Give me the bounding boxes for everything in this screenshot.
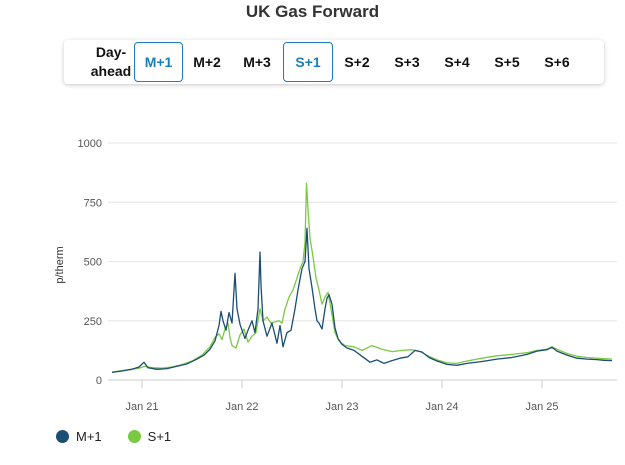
y-tick-label: 0 <box>96 375 102 387</box>
contract-toolbar: Day- ahead M+1 M+2 M+3 S+1 S+2 S+3 S+4 S… <box>64 40 604 84</box>
legend-label-s1: S+1 <box>147 429 172 444</box>
x-axis: Jan 21 Jan 22 Jan 23 Jan 24 Jan 25 <box>108 379 617 413</box>
chart-title: UK Gas Forward <box>245 2 380 21</box>
tab-day-ahead[interactable]: Day- ahead <box>90 44 132 79</box>
tab-m2[interactable]: M+2 <box>193 53 221 70</box>
series-line-s1[interactable] <box>111 182 613 373</box>
legend-label-m1: M+1 <box>76 429 102 444</box>
x-tick-label: Jan 22 <box>225 401 258 413</box>
m1-swatch-icon <box>56 430 69 443</box>
series-line-m1[interactable] <box>111 227 613 374</box>
x-tick-label: Jan 21 <box>125 401 158 413</box>
y-tick-label: 250 <box>84 316 102 328</box>
y-tick-label: 750 <box>84 197 102 209</box>
x-tick-label: Jan 25 <box>525 401 558 413</box>
tab-s1[interactable]: S+1 <box>283 42 333 82</box>
x-tick-label: Jan 23 <box>325 401 358 413</box>
x-tick-label: Jan 24 <box>425 401 458 413</box>
tab-s3[interactable]: S+3 <box>394 53 420 70</box>
tab-s2[interactable]: S+2 <box>344 53 370 70</box>
y-tick-label: 500 <box>84 257 102 269</box>
y-tick-label: 1000 <box>78 138 102 150</box>
grid-lines <box>108 142 617 381</box>
y-axis: 0 250 500 750 1000 <box>78 138 102 387</box>
legend: M+1 S+1 <box>56 429 197 444</box>
legend-item-m1[interactable]: M+1 <box>56 429 102 444</box>
y-axis-label: p/therm <box>54 246 66 283</box>
legend-item-s1[interactable]: S+1 <box>127 429 172 444</box>
tab-m1[interactable]: M+1 <box>134 42 183 82</box>
tab-s4[interactable]: S+4 <box>444 53 470 70</box>
tab-s5[interactable]: S+5 <box>494 53 520 70</box>
tab-m3[interactable]: M+3 <box>243 53 271 70</box>
s1-swatch-icon <box>127 430 141 443</box>
tab-s6[interactable]: S+6 <box>544 53 570 70</box>
series-lines <box>111 182 613 374</box>
